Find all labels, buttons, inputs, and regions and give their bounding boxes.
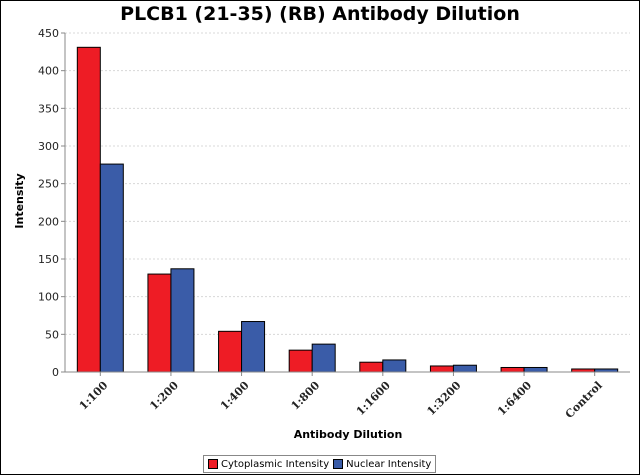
x-tick-label: 1:200 [147,379,181,413]
x-tick-label: 1:100 [77,379,111,413]
x-tick-label: 1:1600 [354,379,393,418]
legend-item-cytoplasmic: Cytoplasmic Intensity [208,459,329,470]
legend-label-cytoplasmic: Cytoplasmic Intensity [221,458,330,470]
y-axis-title: Intensity [13,173,26,228]
legend-item-nuclear: Nuclear Intensity [333,459,431,470]
legend-label-nuclear: Nuclear Intensity [346,458,432,470]
y-tick-label: 0 [52,366,59,379]
bar-nuclear [99,163,124,373]
axes [64,33,630,373]
y-tick-label: 300 [38,140,59,153]
bar-nuclear [170,268,195,373]
y-tick-label: 250 [38,178,59,191]
y-tick-label: 450 [38,27,59,40]
x-tick-label: 1:3200 [424,379,463,418]
bar-nuclear [523,366,548,373]
x-tick-label: 1:400 [218,379,252,413]
bar-cytoplasmic [147,273,172,373]
y-tick-label: 350 [38,102,59,115]
legend-swatch-cytoplasmic [208,459,218,469]
y-tick-label: 400 [38,65,59,78]
x-tick-label: 1:800 [289,379,323,413]
bar-cytoplasmic [288,349,313,373]
bar-cytoplasmic [359,361,384,373]
bar-nuclear [382,359,407,373]
y-tick-label: 100 [38,291,59,304]
bar-cytoplasmic [76,46,101,373]
bar-cytoplasmic [500,366,525,373]
bar-cytoplasmic [218,330,243,373]
bar-nuclear [452,364,477,373]
x-tick-labels: 1:100 1:200 1:400 1:800 1:1600 1:3200 1:6400 Co… [77,372,605,421]
y-tick-label: 200 [38,215,59,228]
bar-cytoplasmic [429,365,454,373]
legend-swatch-nuclear [333,459,344,469]
chart-title: PLCB1 (21-35) (RB) Antibody Dilution [120,3,520,25]
y-tick-labels: 0 50 100 150 200 250 300 350 400 450 [38,27,65,379]
legend: Cytoplasmic Intensity Nuclear Intensity [203,455,437,473]
x-tick-label: Control [563,379,605,421]
bar-nuclear [311,343,336,373]
y-tick-label: 150 [38,253,59,266]
bars [76,46,619,373]
bar-nuclear [241,321,266,373]
y-tick-label: 50 [45,328,59,341]
x-tick-label: 1:6400 [495,379,534,418]
x-axis-title: Antibody Dilution [294,428,403,441]
